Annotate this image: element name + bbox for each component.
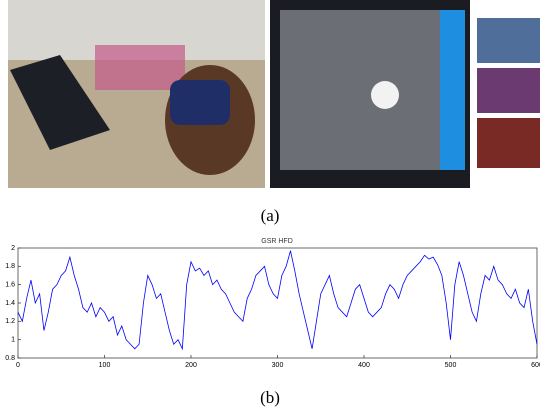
- table-items: [95, 45, 185, 90]
- x-tick-label: 300: [272, 362, 284, 369]
- data-line: [18, 251, 537, 349]
- x-tick-label: 500: [445, 362, 457, 369]
- y-tick-label: 1.8: [5, 263, 15, 270]
- x-tick-label: 0: [16, 362, 20, 369]
- y-tick-label: 1.6: [5, 282, 15, 289]
- x-tick-label: 400: [358, 362, 370, 369]
- x-tick-label: 100: [99, 362, 111, 369]
- vr-headset: [170, 80, 230, 125]
- y-tick-label: 1.4: [5, 300, 15, 307]
- chart-title: GSR HFD: [261, 238, 293, 245]
- thumbnail: [477, 68, 540, 113]
- caption: (b): [260, 388, 280, 407]
- y-tick-label: 1: [11, 337, 15, 344]
- screen-edge: [440, 10, 465, 170]
- y-tick-label: 0.8: [5, 355, 15, 362]
- thumbnail: [477, 18, 540, 63]
- caption: (a): [261, 206, 280, 225]
- x-tick-label: 200: [185, 362, 197, 369]
- figure: (a) (b) GSR HFD 0.8 1 1.2 1.4 1.6 1.8 2 0 100 200…: [0, 0, 540, 414]
- x-tick-label: 600: [531, 362, 540, 369]
- plot-frame: [18, 248, 537, 358]
- thumbnail: [477, 118, 540, 168]
- flowers: [371, 81, 399, 109]
- screen-content: [280, 10, 440, 170]
- y-tick-label: 2: [11, 245, 15, 252]
- photos: [8, 0, 540, 188]
- y-tick-label: 1.2: [5, 318, 15, 325]
